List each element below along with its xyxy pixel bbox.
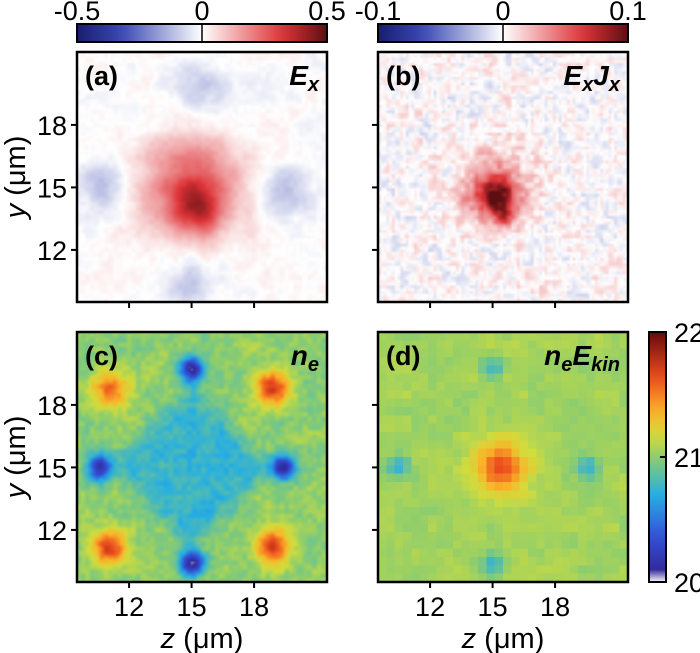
y-tick-label: 15 bbox=[37, 173, 67, 203]
colorbar-tick-label: -0.1 bbox=[355, 0, 402, 26]
colorbar-tick-label: -0.5 bbox=[54, 0, 101, 26]
quantity-symbol: E bbox=[572, 340, 592, 371]
y-axis-variable: y bbox=[0, 482, 32, 500]
x-tick-label: 15 bbox=[177, 592, 207, 622]
x-axis-label: z (μm) bbox=[461, 623, 545, 653]
y-tick-label: 12 bbox=[37, 236, 67, 266]
colorbar-tick-label: 0 bbox=[495, 0, 510, 26]
heatmap-3 bbox=[77, 332, 327, 582]
quantity-symbol: n bbox=[544, 340, 561, 371]
colorbar-tick-label: 0 bbox=[194, 0, 209, 26]
y-tick-label: 12 bbox=[37, 516, 67, 546]
x-tick-label: 18 bbox=[239, 592, 269, 622]
heatmap-2 bbox=[378, 52, 628, 302]
panel-label: (d) bbox=[386, 341, 420, 371]
panel-label: (b) bbox=[386, 61, 420, 91]
panel-frame-1 bbox=[75, 50, 329, 304]
x-axis-unit: (μm) bbox=[175, 623, 243, 653]
quantity-subscript: x bbox=[307, 74, 320, 96]
quantity-symbol: J bbox=[593, 60, 610, 91]
panel-frame-2 bbox=[376, 50, 630, 304]
quantity-label: ne bbox=[291, 340, 319, 376]
y-axis-unit: (μm) bbox=[0, 416, 32, 484]
quantity-symbol: E bbox=[563, 60, 583, 91]
y-axis-unit: (μm) bbox=[0, 136, 32, 204]
quantity-subscript: e bbox=[561, 354, 572, 376]
quantity-subscript: x bbox=[581, 74, 594, 96]
x-axis-label: z (μm) bbox=[160, 623, 244, 653]
quantity-label: ExJx bbox=[563, 60, 620, 96]
y-tick-label: 18 bbox=[37, 111, 67, 141]
x-axis-variable: z bbox=[461, 623, 477, 653]
x-tick-label: 18 bbox=[540, 592, 570, 622]
x-tick-label: 12 bbox=[415, 592, 445, 622]
quantity-symbol: E bbox=[289, 60, 309, 91]
panel-frame-3 bbox=[75, 330, 329, 584]
colorbar-tick-label: 0.1 bbox=[609, 0, 647, 26]
x-axis-unit: (μm) bbox=[476, 623, 544, 653]
y-axis-label: y (μm) bbox=[0, 136, 32, 221]
panel-label: (a) bbox=[85, 61, 118, 91]
colorbar-tick-label: 20 bbox=[674, 568, 700, 598]
colorbar-tick-label: 22 bbox=[674, 318, 700, 348]
panel-frames bbox=[71, 23, 667, 588]
y-tick-label: 18 bbox=[37, 391, 67, 421]
panel-label: (c) bbox=[85, 341, 118, 371]
x-tick-label: 15 bbox=[478, 592, 508, 622]
heatmap-4 bbox=[378, 332, 628, 582]
quantity-symbol: n bbox=[291, 340, 308, 371]
quantity-subscript: x bbox=[608, 74, 621, 96]
y-tick-label: 15 bbox=[37, 453, 67, 483]
heatmap-1 bbox=[77, 52, 327, 302]
quantity-label: Ex bbox=[289, 60, 320, 96]
heatmap-images bbox=[77, 52, 628, 582]
y-axis-label: y (μm) bbox=[0, 416, 32, 501]
colorbar-tick-label: 0.5 bbox=[308, 0, 346, 26]
panel-frame-4 bbox=[376, 330, 630, 584]
colorbar-tick-label: 21 bbox=[674, 443, 700, 473]
quantity-label: neEkin bbox=[544, 340, 620, 376]
x-tick-label: 12 bbox=[114, 592, 144, 622]
x-axis-variable: z bbox=[160, 623, 176, 653]
quantity-subscript: e bbox=[308, 354, 319, 376]
y-axis-variable: y bbox=[0, 202, 32, 220]
quantity-subscript: kin bbox=[591, 354, 620, 376]
